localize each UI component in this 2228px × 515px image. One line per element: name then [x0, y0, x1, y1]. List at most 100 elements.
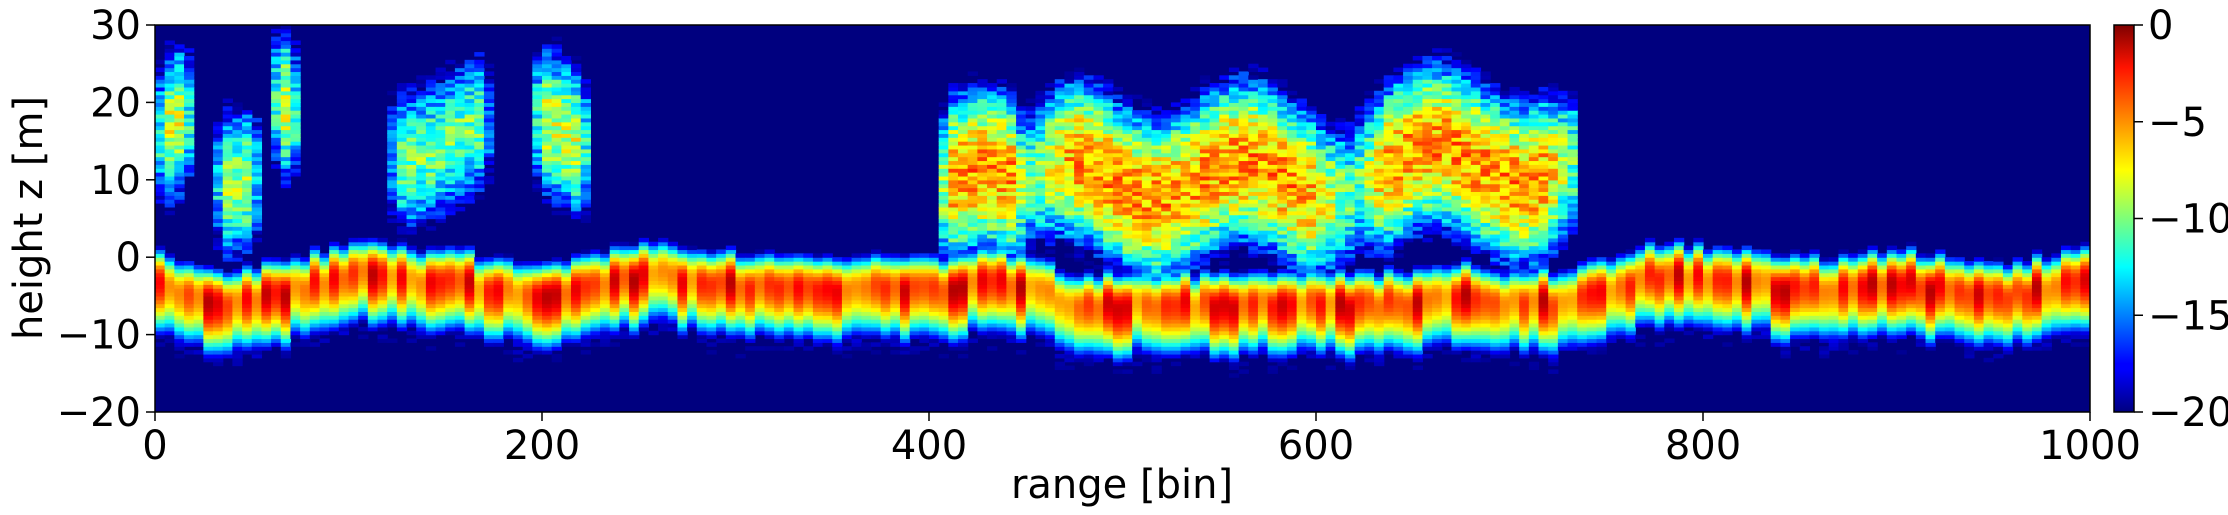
heatmap-cell: [222, 253, 233, 258]
heatmap-cell: [454, 253, 466, 258]
heatmap-cell: [812, 284, 824, 289]
heatmap-cell: [387, 106, 398, 111]
heatmap-cell: [184, 307, 195, 312]
heatmap-cell: [996, 121, 1007, 127]
heatmap-cell: [803, 276, 814, 282]
heatmap-cell: [300, 261, 311, 266]
heatmap-cell: [232, 195, 243, 200]
heatmap-cell: [551, 117, 562, 123]
heatmap-cell: [1074, 280, 1085, 285]
heatmap-cell: [1054, 292, 1066, 297]
heatmap-cell: [1219, 342, 1230, 347]
heatmap-cell: [532, 179, 543, 185]
heatmap-cell: [1064, 338, 1075, 343]
heatmap-cell: [193, 330, 204, 336]
heatmap-cell: [474, 75, 485, 80]
heatmap-cell: [996, 241, 1007, 247]
heatmap-cell: [232, 152, 243, 158]
heatmap-cell: [532, 156, 543, 162]
heatmap-cell: [1141, 199, 1153, 204]
heatmap-cell: [1083, 330, 1095, 336]
heatmap-cell: [300, 272, 311, 278]
heatmap-cell: [474, 183, 485, 189]
heatmap-cell: [890, 288, 901, 293]
heatmap-cell: [1112, 218, 1124, 223]
heatmap-cell: [1151, 322, 1162, 328]
heatmap-cell: [996, 245, 1007, 251]
heatmap-cell: [1054, 90, 1066, 96]
heatmap-cell: [774, 280, 785, 285]
heatmap-cell: [290, 40, 301, 45]
heatmap-cell: [1035, 110, 1046, 115]
heatmap-cell: [184, 59, 195, 65]
heatmap-cell: [348, 322, 359, 328]
heatmap-cell: [184, 144, 195, 150]
heatmap-cell: [338, 264, 350, 270]
heatmap-cell: [996, 172, 1007, 177]
heatmap-cell: [1190, 164, 1201, 169]
heatmap-cell: [290, 307, 301, 312]
heatmap-cell: [454, 206, 466, 212]
heatmap-cell: [948, 168, 959, 173]
heatmap-cell: [1151, 214, 1162, 220]
heatmap-cell: [1190, 342, 1201, 347]
heatmap-cell: [1006, 303, 1017, 309]
heatmap-cell: [996, 90, 1007, 96]
heatmap-cell: [629, 280, 640, 285]
heatmap-cell: [1093, 187, 1104, 193]
heatmap-cell: [1141, 288, 1153, 293]
heatmap-cell: [967, 237, 978, 243]
heatmap-cell: [696, 307, 708, 312]
heatmap-cell: [425, 94, 437, 100]
heatmap-cell: [948, 183, 959, 189]
heatmap-cell: [532, 326, 543, 332]
heatmap-cell: [1103, 307, 1114, 312]
heatmap-cell: [1151, 148, 1162, 154]
heatmap-cell: [725, 319, 737, 324]
heatmap-cell: [571, 326, 582, 332]
heatmap-cell: [377, 307, 388, 312]
heatmap-cell: [880, 307, 891, 312]
heatmap-cell: [203, 322, 214, 328]
heatmap-cell: [464, 75, 475, 80]
heatmap-cell: [1199, 141, 1211, 146]
heatmap-cell: [667, 299, 679, 305]
heatmap-cell: [1190, 168, 1201, 173]
heatmap-cell: [822, 303, 833, 309]
heatmap-cell: [164, 79, 175, 84]
heatmap-cell: [367, 245, 379, 251]
heatmap-cell: [261, 334, 272, 340]
heatmap-cell: [474, 307, 485, 312]
heatmap-cell: [1161, 276, 1172, 282]
heatmap-cell: [280, 129, 292, 134]
heatmap-cell: [619, 330, 630, 336]
heatmap-cell: [512, 307, 524, 312]
heatmap-cell: [493, 330, 504, 336]
heatmap-cell: [338, 268, 350, 274]
heatmap-cell: [600, 253, 611, 258]
heatmap-cell: [532, 75, 543, 80]
heatmap-cell: [416, 187, 427, 193]
heatmap-cell: [1093, 237, 1104, 243]
heatmap-cell: [1016, 137, 1027, 142]
heatmap-cell: [890, 268, 901, 274]
heatmap-cell: [1035, 334, 1046, 340]
heatmap-cell: [251, 129, 263, 134]
heatmap-cell: [445, 187, 456, 193]
heatmap-cell: [416, 292, 427, 297]
heatmap-cell: [1035, 261, 1046, 266]
heatmap-cell: [1103, 160, 1114, 165]
heatmap-cell: [164, 326, 175, 332]
heatmap-cell: [1083, 311, 1095, 316]
heatmap-cell: [1151, 353, 1162, 359]
heatmap-cell: [464, 98, 475, 103]
heatmap-cell: [483, 264, 495, 270]
heatmap-cell: [996, 288, 1007, 293]
heatmap-cell: [280, 272, 292, 278]
heatmap-cell: [938, 222, 949, 227]
heatmap-cell: [1209, 125, 1220, 131]
heatmap-cell: [619, 292, 630, 297]
heatmap-cell: [1006, 315, 1017, 320]
heatmap-cell: [890, 280, 901, 285]
heatmap-cell: [155, 257, 166, 262]
